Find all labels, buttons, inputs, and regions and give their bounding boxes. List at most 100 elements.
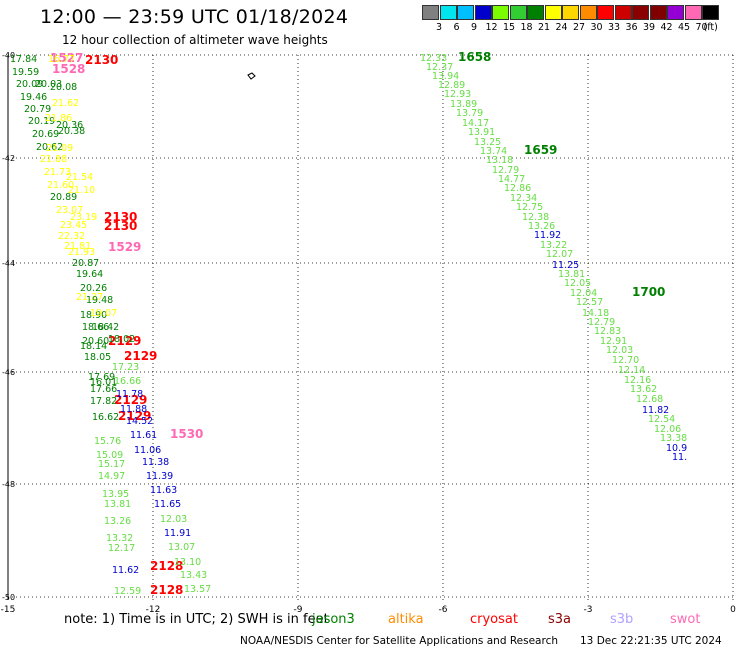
wave-height-value: 10.9 (666, 443, 687, 454)
legend-swatch (457, 5, 474, 20)
legend-label: 70 (695, 22, 708, 33)
legend-label: 36 (625, 22, 638, 33)
wave-height-value: 13.89 (450, 99, 477, 110)
wave-height-value: 13.81 (558, 269, 585, 280)
wave-height-value: 13.32 (106, 533, 133, 544)
wave-height-value: 16.66 (114, 376, 141, 387)
wave-height-value: 12.57 (576, 297, 603, 308)
pass-time-label: 1658 (458, 50, 491, 64)
wave-height-value: 18.02 (108, 334, 135, 345)
wave-height-value: 20.08 (50, 82, 77, 93)
wave-height-value: 21.60 (47, 180, 74, 191)
longitude-label: -12 (146, 605, 161, 615)
legend-swatch (649, 5, 667, 20)
wave-height-value: 20.89 (50, 192, 77, 203)
wave-height-value: 13.79 (456, 108, 483, 119)
wave-height-value: 18.42 (92, 322, 119, 333)
wave-height-value: 12.38 (522, 212, 549, 223)
wave-height-value: 14.52 (126, 416, 153, 427)
wave-height-value: 13.81 (104, 499, 131, 510)
wave-height-value: 20.26 (80, 283, 107, 294)
longitude-label: -15 (1, 605, 16, 615)
legend-label: 45 (677, 22, 691, 33)
wave-height-value: 11.82 (642, 405, 669, 416)
legend-swatch (474, 5, 492, 20)
wave-height-value: 16.77 (48, 54, 75, 65)
pass-time-label: 1530 (170, 427, 203, 441)
wave-height-value: 18.90 (80, 310, 107, 321)
wave-height-value: 21.81 (64, 241, 91, 252)
wave-height-value: 12.07 (546, 249, 573, 260)
pass-time-label: 2129 (114, 393, 147, 407)
wave-height-value: 15.17 (98, 459, 125, 470)
wave-height-value: 17.23 (112, 362, 139, 373)
pass-time-label: 2128 (150, 559, 183, 573)
pass-time-label: 2129 (108, 334, 141, 348)
wave-height-value: 20.87 (72, 258, 99, 269)
latitude-label: -42 (2, 154, 15, 163)
wave-height-value: 13.91 (468, 127, 495, 138)
legend-label: 27 (572, 22, 586, 33)
legend-swatch (562, 5, 579, 20)
legend-label: 12 (485, 22, 498, 33)
legend-label: 21 (537, 22, 551, 33)
wave-height-value: 13.22 (540, 240, 567, 251)
wave-height-value: 20.19 (28, 116, 55, 127)
legend-swatch (597, 5, 614, 20)
wave-height-value: 19.59 (12, 67, 39, 78)
island-outline (247, 72, 256, 80)
longitude-label: -3 (584, 605, 593, 615)
wave-height-value: 21.09 (46, 143, 73, 154)
wave-height-value: 20.09 (16, 79, 43, 90)
legend-label: 30 (590, 22, 603, 33)
legend-unit: (ft) (703, 22, 718, 33)
wave-height-value: 13.95 (102, 489, 129, 500)
wave-height-value: 12.89 (438, 80, 465, 91)
wave-height-value: 21.62 (52, 98, 79, 109)
wave-height-value: 18.14 (80, 341, 107, 352)
footer-organization: NOAA/NESDIS Center for Satellite Applica… (240, 635, 558, 647)
satellite-cryosat: cryosat (470, 612, 518, 627)
wave-height-value: 23.45 (60, 220, 87, 231)
page-title: 12:00 — 23:59 UTC 01/18/2024 (40, 6, 349, 28)
map-tick-labels: -15 -12 -9 -6 -3 0 -40 -42 -44 -46 -48 -50 (1, 51, 736, 615)
wave-height-value: 22.32 (58, 231, 85, 242)
latitude-label: -40 (2, 51, 15, 60)
wave-height-value: 13.74 (480, 146, 507, 157)
wave-height-value: 11.78 (116, 389, 143, 400)
footnote: note: 1) Time is in UTC; 2) SWH is in fe… (64, 612, 329, 627)
wave-height-value: 16.01 (90, 377, 117, 388)
satellite-altika: altika (388, 612, 424, 627)
wave-height-value: 17.84 (10, 54, 37, 65)
wave-height-value: 14.17 (462, 118, 489, 129)
wave-height-value: 13.25 (474, 137, 501, 148)
wave-height-value: 12.03 (160, 514, 187, 525)
legend-swatch (527, 5, 544, 20)
wave-height-value: 12.16 (624, 375, 651, 386)
legend-label: 42 (660, 22, 673, 33)
wave-height-value: 20.79 (24, 104, 51, 115)
pass-time-label: 1528 (52, 62, 85, 76)
wave-height-value: 20.38 (58, 126, 85, 137)
wave-height-value: 13.26 (528, 221, 555, 232)
wave-height-value: 11.65 (154, 499, 181, 510)
pass-time-label: 2128 (150, 583, 183, 597)
satellite-s3a: s3a (548, 612, 572, 627)
legend-swatch (579, 5, 597, 20)
wave-height-value: 11.91 (164, 528, 191, 539)
wave-height-value: 12.05 (564, 278, 591, 289)
wave-height-value: 11. (672, 452, 687, 463)
wave-readings: 1658165917002130213021302129212921292129… (10, 50, 687, 597)
wave-height-value: 12.68 (636, 394, 663, 405)
wave-height-value: 12.33 (420, 53, 447, 64)
legend-label: 9 (470, 22, 478, 33)
legend-label: 24 (555, 22, 568, 33)
wave-height-value: 12.06 (654, 424, 681, 435)
pass-time-label: 2129 (124, 349, 157, 363)
longitude-label: -9 (294, 605, 303, 615)
legend-swatch (684, 5, 702, 20)
wave-height-value: 18.66 (82, 322, 109, 333)
wave-height-value: 12.70 (612, 355, 639, 366)
wave-height-value: 11.62 (112, 565, 139, 576)
